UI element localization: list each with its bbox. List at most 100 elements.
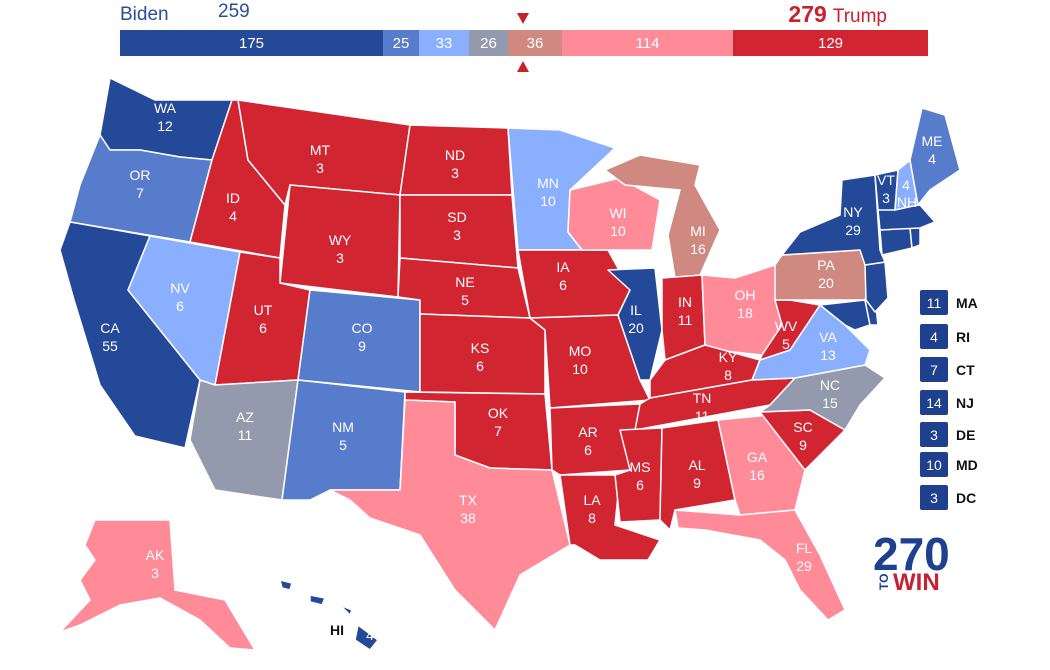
label-wv-abbr: WV: [775, 318, 798, 334]
label-vt-abbr: VT: [877, 172, 895, 188]
label-ms-ev: 6: [636, 477, 644, 493]
small-state-nj[interactable]: 14 NJ: [920, 390, 974, 415]
svg-text:10: 10: [926, 457, 942, 473]
svg-text:MA: MA: [956, 295, 978, 311]
majority-marker-up-icon: [517, 61, 529, 72]
small-state-ri[interactable]: 4 RI: [920, 324, 970, 349]
rep-electoral-votes: 279: [788, 1, 827, 27]
logo-to: TO: [877, 574, 891, 590]
small-state-ma[interactable]: 11 MA: [920, 290, 978, 315]
bar-segment-tossup[interactable]: 26: [469, 30, 508, 56]
label-ar-abbr: AR: [578, 424, 597, 440]
label-ok-abbr: OK: [488, 405, 509, 421]
dem-candidate-name: Biden: [120, 4, 169, 25]
bar-segment-safe-d[interactable]: 175: [120, 30, 383, 56]
label-ok-ev: 7: [494, 423, 502, 439]
label-mn-ev: 10: [540, 193, 556, 209]
label-nd-ev: 3: [451, 165, 459, 181]
state-wv[interactable]: [759, 299, 821, 361]
label-ak-abbr: AK: [146, 547, 165, 563]
state-ks[interactable]: [419, 313, 546, 395]
bar-segment-tilt-r[interactable]: 36: [508, 30, 562, 56]
label-ms-abbr: MS: [630, 459, 651, 475]
svg-text:DE: DE: [956, 427, 975, 443]
label-nc-abbr: NC: [820, 377, 840, 393]
label-az-ev: 11: [238, 427, 253, 443]
state-ar[interactable]: [549, 403, 641, 476]
state-ak[interactable]: [59, 519, 256, 651]
bar-segment-safe-r[interactable]: 129: [733, 30, 928, 56]
label-or-ev: 7: [136, 185, 144, 201]
label-in-abbr: IN: [678, 294, 692, 310]
label-nh-ev: 4: [902, 177, 910, 193]
state-me[interactable]: [909, 107, 961, 206]
label-pa-ev: 20: [818, 275, 834, 291]
svg-text:CT: CT: [956, 362, 975, 378]
bar-segment-likely-d[interactable]: 25: [383, 30, 419, 56]
label-ca-ev: 55: [102, 338, 118, 354]
svg-text:RI: RI: [956, 329, 970, 345]
state-ri[interactable]: [909, 227, 921, 249]
label-id-abbr: ID: [226, 190, 240, 206]
label-ny-abbr: NY: [843, 204, 863, 220]
label-wy-ev: 3: [336, 250, 344, 266]
label-ga-ev: 16: [749, 467, 765, 483]
label-ne-ev: 5: [461, 292, 469, 308]
label-ia-abbr: IA: [556, 259, 570, 275]
label-tn-ev: 11: [695, 408, 710, 424]
label-mt-abbr: MT: [310, 142, 331, 158]
state-il[interactable]: [607, 267, 663, 381]
label-ks-abbr: KS: [471, 340, 490, 356]
label-in-ev: 11: [678, 312, 693, 328]
small-state-ct[interactable]: 7 CT: [920, 357, 975, 382]
label-al-ev: 9: [693, 475, 701, 491]
majority-marker-down-icon: [517, 13, 529, 24]
label-mo-ev: 10: [572, 361, 588, 377]
label-mt-ev: 3: [316, 160, 324, 176]
label-ky-abbr: KY: [719, 349, 738, 365]
label-la-abbr: LA: [583, 492, 601, 508]
svg-text:DC: DC: [956, 490, 976, 506]
label-sc-abbr: SC: [793, 419, 812, 435]
small-state-md[interactable]: 10 MD: [920, 452, 978, 477]
bar-segment-lean-d[interactable]: 33: [419, 30, 469, 56]
state-ny[interactable]: [781, 174, 886, 266]
state-md[interactable]: [819, 299, 871, 331]
270towin-logo[interactable]: 270 TO WIN: [873, 528, 950, 596]
label-fl-ev: 29: [796, 558, 812, 574]
label-co-abbr: CO: [352, 320, 373, 336]
svg-text:3: 3: [930, 490, 938, 506]
label-nd-abbr: ND: [445, 147, 465, 163]
state-fl[interactable]: [674, 509, 846, 621]
label-me-ev: 4: [928, 151, 936, 167]
state-hi[interactable]: [279, 579, 379, 651]
dem-electoral-votes: 259: [218, 1, 250, 22]
label-ia-ev: 6: [559, 277, 567, 293]
label-sc-ev: 9: [799, 437, 807, 453]
label-nv-ev: 6: [176, 298, 184, 314]
label-me-abbr: ME: [922, 133, 943, 149]
label-nm-abbr: NM: [332, 419, 354, 435]
label-pa-abbr: PA: [817, 257, 835, 273]
label-ar-ev: 6: [584, 442, 592, 458]
state-nj[interactable]: [864, 261, 889, 313]
svg-text:NJ: NJ: [956, 395, 974, 411]
label-il-ev: 20: [628, 320, 644, 336]
label-wv-ev: 5: [782, 336, 790, 352]
bar-segment-lean-r[interactable]: 114: [562, 30, 733, 56]
label-sd-abbr: SD: [447, 209, 466, 225]
label-ca-abbr: CA: [100, 320, 120, 336]
label-la-ev: 8: [588, 510, 596, 526]
small-state-dc[interactable]: 3 DC: [920, 485, 976, 510]
state-ia[interactable]: [517, 249, 631, 319]
small-state-de[interactable]: 3 DE: [920, 422, 975, 447]
state-tx[interactable]: [329, 399, 571, 631]
label-or-abbr: OR: [130, 167, 151, 183]
label-ky-ev: 8: [724, 367, 732, 383]
state-ct[interactable]: [879, 227, 913, 256]
svg-text:14: 14: [926, 395, 942, 411]
label-ak-ev: 3: [151, 565, 159, 581]
label-ny-ev: 29: [845, 222, 861, 238]
svg-text:3: 3: [930, 427, 938, 443]
